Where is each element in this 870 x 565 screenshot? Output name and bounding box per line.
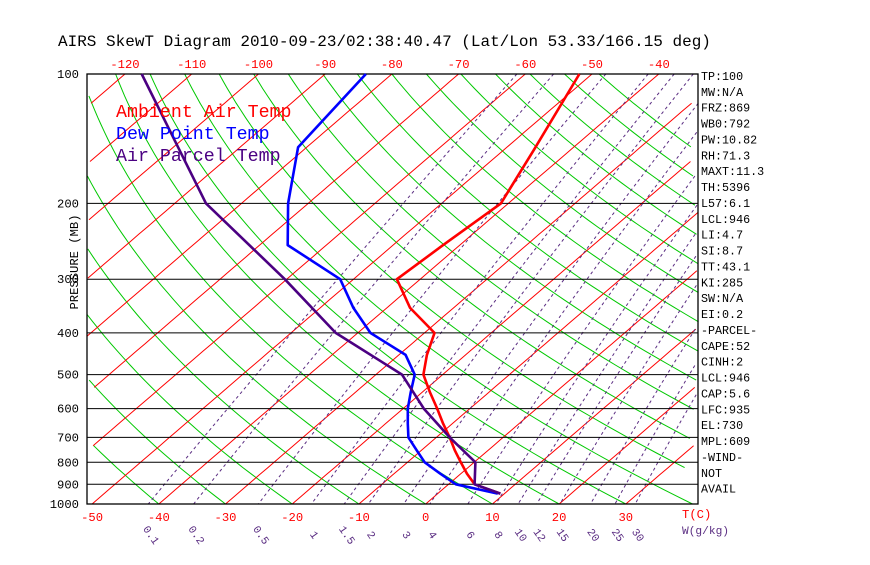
svg-text:AVAIL: AVAIL xyxy=(701,483,736,497)
svg-text:Dew Point Temp: Dew Point Temp xyxy=(116,125,270,145)
svg-text:500: 500 xyxy=(57,369,79,383)
svg-text:Ambient Air Temp: Ambient Air Temp xyxy=(116,103,292,123)
svg-text:AIRS SkewT Diagram 2010-09-23/: AIRS SkewT Diagram 2010-09-23/02:38:40.4… xyxy=(58,33,711,51)
svg-text:LCL:946: LCL:946 xyxy=(701,372,750,386)
svg-text:-30: -30 xyxy=(215,511,237,525)
svg-text:30: 30 xyxy=(618,511,633,525)
svg-text:W(g/kg): W(g/kg) xyxy=(682,526,729,538)
svg-text:800: 800 xyxy=(57,456,79,470)
svg-text:MAXT:11.3: MAXT:11.3 xyxy=(701,165,764,179)
svg-text:-100: -100 xyxy=(244,58,273,72)
svg-text:PRESSURE (MB): PRESSURE (MB) xyxy=(68,214,82,309)
svg-text:L57:6.1: L57:6.1 xyxy=(701,197,750,211)
svg-text:-90: -90 xyxy=(314,58,336,72)
svg-text:SI:8.7: SI:8.7 xyxy=(701,245,743,259)
svg-text:KI:285: KI:285 xyxy=(701,276,743,290)
svg-text:SW:N/A: SW:N/A xyxy=(701,292,744,306)
svg-text:RH:71.3: RH:71.3 xyxy=(701,149,750,163)
svg-text:400: 400 xyxy=(57,327,79,341)
svg-text:0: 0 xyxy=(422,511,429,525)
svg-text:WB0:792: WB0:792 xyxy=(701,118,750,132)
svg-text:-80: -80 xyxy=(381,58,403,72)
svg-text:-WIND-: -WIND- xyxy=(701,451,743,465)
svg-text:MW:N/A: MW:N/A xyxy=(701,86,744,100)
svg-text:200: 200 xyxy=(57,197,79,211)
svg-text:-60: -60 xyxy=(514,58,536,72)
svg-text:-110: -110 xyxy=(177,58,206,72)
svg-text:LCL:946: LCL:946 xyxy=(701,213,750,227)
svg-text:-70: -70 xyxy=(448,58,470,72)
svg-text:-PARCEL-: -PARCEL- xyxy=(701,324,757,338)
svg-text:900: 900 xyxy=(57,478,79,492)
svg-text:20: 20 xyxy=(552,511,567,525)
svg-text:NOT: NOT xyxy=(701,467,722,481)
svg-text:CAP:5.6: CAP:5.6 xyxy=(701,387,750,401)
svg-text:TP:100: TP:100 xyxy=(701,70,743,84)
svg-text:PW:10.82: PW:10.82 xyxy=(701,134,757,148)
svg-text:MPL:609: MPL:609 xyxy=(701,435,750,449)
svg-text:EL:730: EL:730 xyxy=(701,419,743,433)
svg-text:-50: -50 xyxy=(581,58,603,72)
svg-text:Air Parcel Temp: Air Parcel Temp xyxy=(116,147,281,167)
svg-text:-40: -40 xyxy=(148,511,170,525)
svg-text:EI:0.2: EI:0.2 xyxy=(701,308,743,322)
svg-text:CAPE:52: CAPE:52 xyxy=(701,340,750,354)
svg-text:-40: -40 xyxy=(648,58,670,72)
svg-text:CINH:2: CINH:2 xyxy=(701,356,743,370)
svg-text:FRZ:869: FRZ:869 xyxy=(701,102,750,116)
svg-text:-50: -50 xyxy=(81,511,103,525)
svg-text:10: 10 xyxy=(485,511,500,525)
svg-text:600: 600 xyxy=(57,403,79,417)
svg-text:1000: 1000 xyxy=(50,498,79,512)
svg-text:-120: -120 xyxy=(110,58,139,72)
svg-text:LI:4.7: LI:4.7 xyxy=(701,229,743,243)
svg-text:TH:5396: TH:5396 xyxy=(701,181,750,195)
svg-text:TT:43.1: TT:43.1 xyxy=(701,260,750,274)
svg-text:T(C): T(C) xyxy=(682,508,711,522)
svg-text:700: 700 xyxy=(57,431,79,445)
svg-text:-10: -10 xyxy=(348,511,370,525)
svg-text:100: 100 xyxy=(57,68,79,82)
svg-text:-20: -20 xyxy=(281,511,303,525)
svg-text:LFC:935: LFC:935 xyxy=(701,403,750,417)
